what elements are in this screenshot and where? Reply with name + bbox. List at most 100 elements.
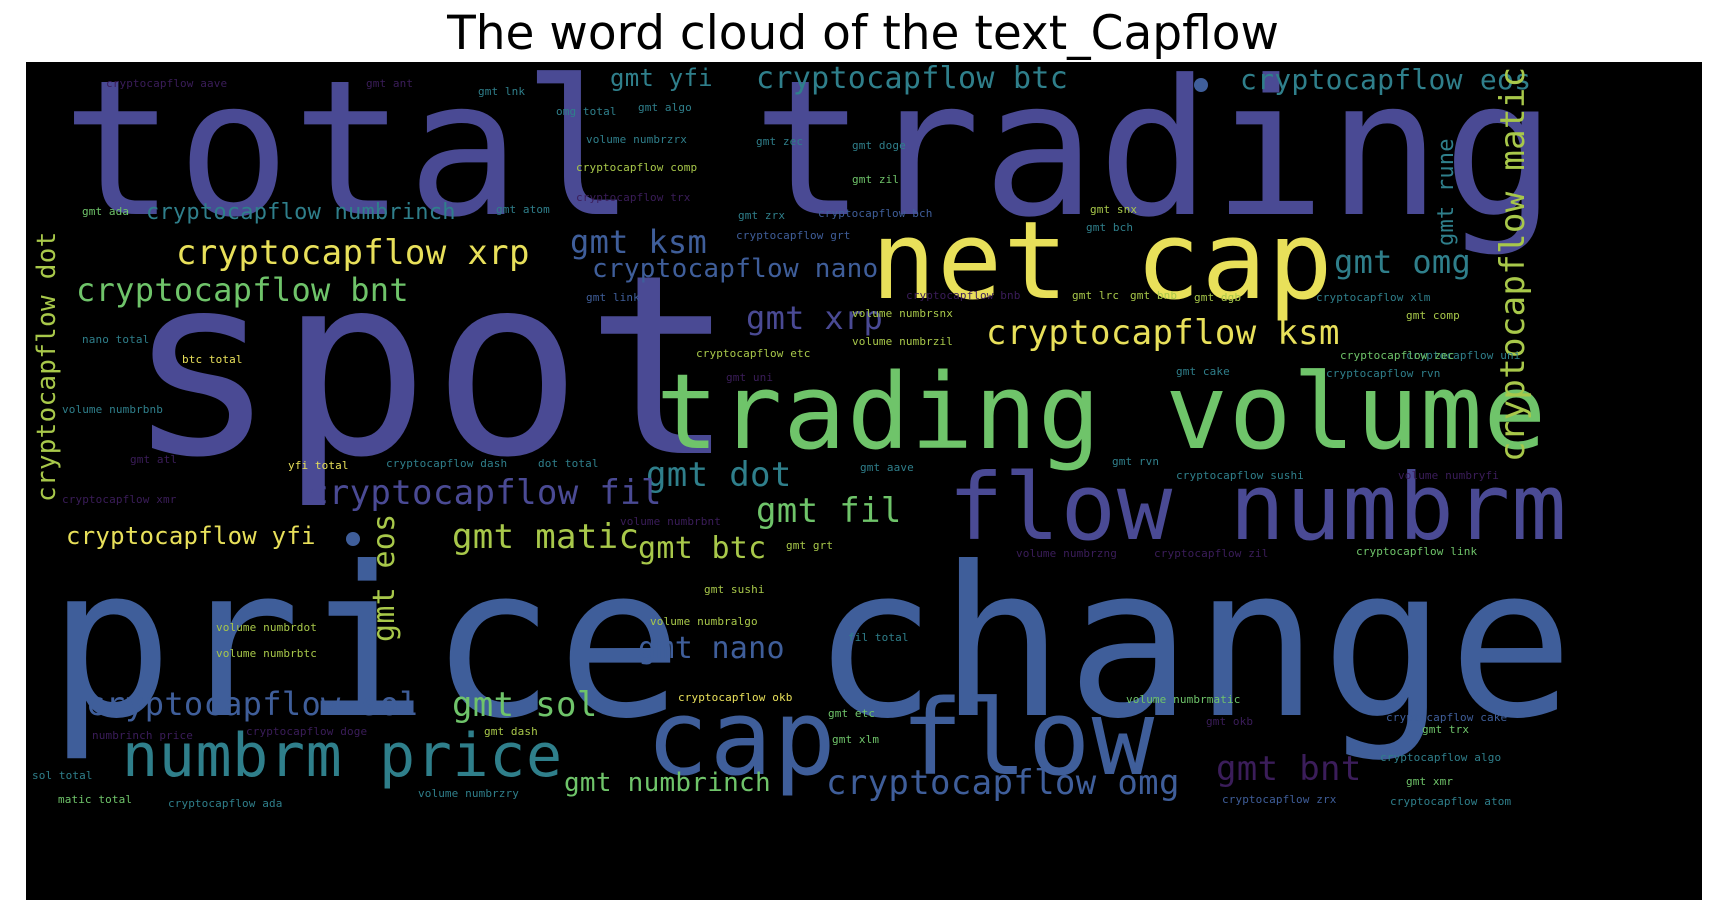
small-word: gmt trx bbox=[1422, 723, 1470, 736]
small-word: gmt lnk bbox=[478, 85, 526, 98]
small-word: numbrinch price bbox=[92, 729, 193, 742]
small-word: cryptocapflow comp bbox=[576, 161, 698, 174]
word-price-change: price change bbox=[48, 523, 1576, 765]
word-cc-omg: cryptocapflow omg bbox=[826, 763, 1180, 803]
small-word: cryptocapflow dash bbox=[386, 457, 508, 470]
word-gmt-nano: gmt nano bbox=[638, 631, 785, 666]
word-cc-numbrinch: cryptocapflow numbrinch bbox=[146, 200, 456, 225]
small-word: gmt aave bbox=[860, 461, 914, 474]
word-cc-eos: cryptocapflow eos bbox=[1240, 63, 1532, 96]
word-cap-flow: cap flow bbox=[646, 677, 1156, 799]
word-gmt-bnt: gmt bnt bbox=[1216, 749, 1362, 789]
small-word: volume numbrzry bbox=[418, 787, 519, 800]
small-word: cryptocapflow xmr bbox=[62, 493, 177, 506]
word-cc-fil: cryptocapflow fil bbox=[308, 473, 662, 513]
small-word: volume numbrzil bbox=[852, 335, 953, 348]
small-word: gmt ant bbox=[366, 77, 414, 90]
small-word: cryptocapflow etc bbox=[696, 347, 811, 360]
word-cc-matic: cryptocapflow matic bbox=[1493, 66, 1533, 462]
word-cc-dot: cryptocapflow dot bbox=[32, 231, 62, 502]
word-cc-ksm: cryptocapflow ksm bbox=[986, 313, 1340, 353]
small-word: gmt lrc bbox=[1072, 289, 1120, 302]
small-word: gmt sushi bbox=[704, 583, 765, 596]
dot-mark bbox=[1194, 78, 1208, 92]
word-gmt-sol: gmt sol bbox=[452, 685, 598, 725]
word-cc-btc: cryptocapflow btc bbox=[756, 62, 1069, 96]
small-word: gmt link bbox=[586, 291, 640, 304]
small-word: cryptocapflow bnb bbox=[906, 289, 1021, 302]
small-word: gmt snx bbox=[1090, 203, 1138, 216]
small-word: gmt atl bbox=[130, 453, 178, 466]
small-word: gmt comp bbox=[1406, 309, 1460, 322]
word-gmt-dot: gmt dot bbox=[646, 455, 792, 495]
small-word: volume numbrzng bbox=[1016, 547, 1117, 560]
word-gmt-eos: gmt eos bbox=[367, 513, 402, 642]
small-word: cryptocapflow uni bbox=[1406, 349, 1521, 362]
small-word: sol total bbox=[32, 769, 93, 782]
small-word: gmt doge bbox=[852, 139, 906, 152]
word-numbrm-price: numbrm price bbox=[122, 721, 563, 791]
word-spot: spot bbox=[126, 221, 739, 512]
small-word: gmt algo bbox=[638, 101, 692, 114]
word-gmt-matic: gmt matic bbox=[452, 517, 640, 557]
small-word: volume numbrsnx bbox=[852, 307, 953, 320]
small-word: gmt cake bbox=[1176, 365, 1230, 378]
small-word: gmt bch bbox=[1086, 221, 1134, 234]
word-cc-sol: cryptocapflow sol bbox=[86, 685, 419, 723]
small-word: cryptocapflow atom bbox=[1390, 795, 1512, 808]
word-gmt-btc: gmt btc bbox=[638, 531, 767, 566]
word-cc-xrp: cryptocapflow xrp bbox=[176, 233, 530, 273]
word-cc-nano: cryptocapflow nano bbox=[592, 254, 879, 284]
small-word: cryptocapflow cake bbox=[1386, 711, 1508, 724]
small-word: cryptocapflow xlm bbox=[1316, 291, 1431, 304]
small-word: matic total bbox=[58, 793, 133, 806]
word-cc-yfi: cryptocapflow yfi bbox=[66, 522, 316, 550]
small-word: gmt ada bbox=[82, 205, 130, 218]
small-word: gmt xmr bbox=[1406, 775, 1454, 788]
small-word: gmt xlm bbox=[832, 733, 880, 746]
word-flow-numbrm: flow numbrm bbox=[948, 454, 1568, 561]
small-word: cryptocapflow sushi bbox=[1176, 469, 1304, 482]
small-word: gmt okb bbox=[1206, 715, 1254, 728]
small-word: gmt atom bbox=[496, 203, 550, 216]
small-word: omg total bbox=[556, 105, 617, 118]
word-gmt-omg: gmt omg bbox=[1334, 243, 1472, 281]
small-word: yfi total bbox=[288, 459, 349, 472]
small-word: cryptocapflow okb bbox=[678, 691, 793, 704]
small-word: cryptocapflow algo bbox=[1380, 751, 1502, 764]
word-gmt-xrp: gmt xrp bbox=[746, 299, 884, 337]
small-word: cryptocapflow ada bbox=[168, 797, 283, 810]
word-gmt-fil: gmt fil bbox=[756, 491, 902, 531]
small-word: gmt dgb bbox=[1194, 291, 1242, 304]
small-word: cryptocapflow zil bbox=[1154, 547, 1269, 560]
small-word: cryptocapflow doge bbox=[246, 725, 368, 738]
word-total-trading: total trading bbox=[62, 62, 1558, 259]
small-word: volume numbrdot bbox=[216, 621, 317, 634]
small-word: nano total bbox=[82, 333, 150, 346]
small-word: volume numbrbnb bbox=[62, 403, 163, 416]
small-word: cryptocapflow grt bbox=[736, 229, 851, 242]
small-word: gmt uni bbox=[726, 371, 774, 384]
word-net-cap: net cap bbox=[871, 199, 1334, 324]
small-word: dot total bbox=[538, 457, 599, 470]
word-cc-bnt: cryptocapflow bnt bbox=[76, 271, 409, 309]
small-word: cryptocapflow trx bbox=[576, 191, 691, 204]
small-word: volume numbralgo bbox=[650, 615, 758, 628]
small-word: cryptocapflow bch bbox=[818, 207, 933, 220]
small-word: volume numbrzrx bbox=[586, 133, 687, 146]
dot-mark bbox=[346, 532, 360, 546]
small-word: cryptocapflow zrx bbox=[1222, 793, 1337, 806]
small-word: btc total bbox=[182, 353, 243, 366]
small-word: gmt zil bbox=[852, 173, 900, 186]
small-word: volume numbrmatic bbox=[1126, 693, 1241, 706]
word-cloud: total trading spot price change trading … bbox=[26, 62, 1702, 900]
small-word: volume numbryfi bbox=[1398, 469, 1499, 482]
word-gmt-numbrinch: gmt numbrinch bbox=[564, 768, 771, 798]
small-word: gmt dash bbox=[484, 725, 538, 738]
word-trading-volume: trading volume bbox=[656, 351, 1548, 473]
small-word: cryptocapflow link bbox=[1356, 545, 1478, 558]
small-word: gmt rvn bbox=[1112, 455, 1160, 468]
small-word: volume numbrbnt bbox=[620, 515, 721, 528]
word-gmt-ksm: gmt ksm bbox=[570, 223, 708, 261]
small-word: gmt grt bbox=[786, 539, 834, 552]
